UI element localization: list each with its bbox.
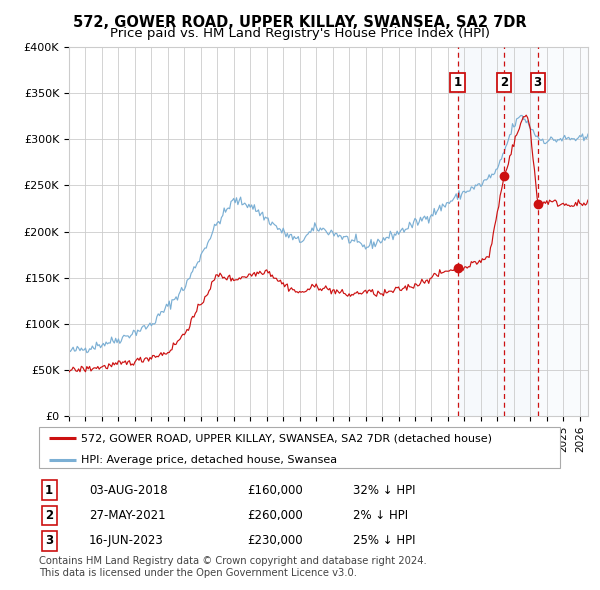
Bar — [504, 47, 538, 416]
Bar — [538, 47, 588, 416]
Text: 1: 1 — [454, 76, 461, 88]
Text: 2% ↓ HPI: 2% ↓ HPI — [353, 509, 408, 522]
Text: HPI: Average price, detached house, Swansea: HPI: Average price, detached house, Swan… — [81, 455, 337, 466]
Text: 1: 1 — [45, 484, 53, 497]
Text: £160,000: £160,000 — [247, 484, 303, 497]
Text: Price paid vs. HM Land Registry's House Price Index (HPI): Price paid vs. HM Land Registry's House … — [110, 27, 490, 40]
Text: This data is licensed under the Open Government Licence v3.0.: This data is licensed under the Open Gov… — [39, 568, 357, 578]
Bar — [458, 47, 504, 416]
Text: 16-JUN-2023: 16-JUN-2023 — [89, 535, 164, 548]
Text: Contains HM Land Registry data © Crown copyright and database right 2024.: Contains HM Land Registry data © Crown c… — [39, 556, 427, 566]
Text: 32% ↓ HPI: 32% ↓ HPI — [353, 484, 415, 497]
Text: 3: 3 — [533, 76, 542, 88]
Text: 03-AUG-2018: 03-AUG-2018 — [89, 484, 167, 497]
Bar — [538, 47, 588, 416]
Text: 27-MAY-2021: 27-MAY-2021 — [89, 509, 166, 522]
Text: 572, GOWER ROAD, UPPER KILLAY, SWANSEA, SA2 7DR (detached house): 572, GOWER ROAD, UPPER KILLAY, SWANSEA, … — [81, 434, 492, 444]
FancyBboxPatch shape — [38, 427, 560, 468]
Text: 572, GOWER ROAD, UPPER KILLAY, SWANSEA, SA2 7DR: 572, GOWER ROAD, UPPER KILLAY, SWANSEA, … — [73, 15, 527, 30]
Text: £230,000: £230,000 — [247, 535, 303, 548]
Text: £260,000: £260,000 — [247, 509, 303, 522]
Text: 2: 2 — [500, 76, 508, 88]
Text: 2: 2 — [45, 509, 53, 522]
Text: 3: 3 — [45, 535, 53, 548]
Text: 25% ↓ HPI: 25% ↓ HPI — [353, 535, 415, 548]
